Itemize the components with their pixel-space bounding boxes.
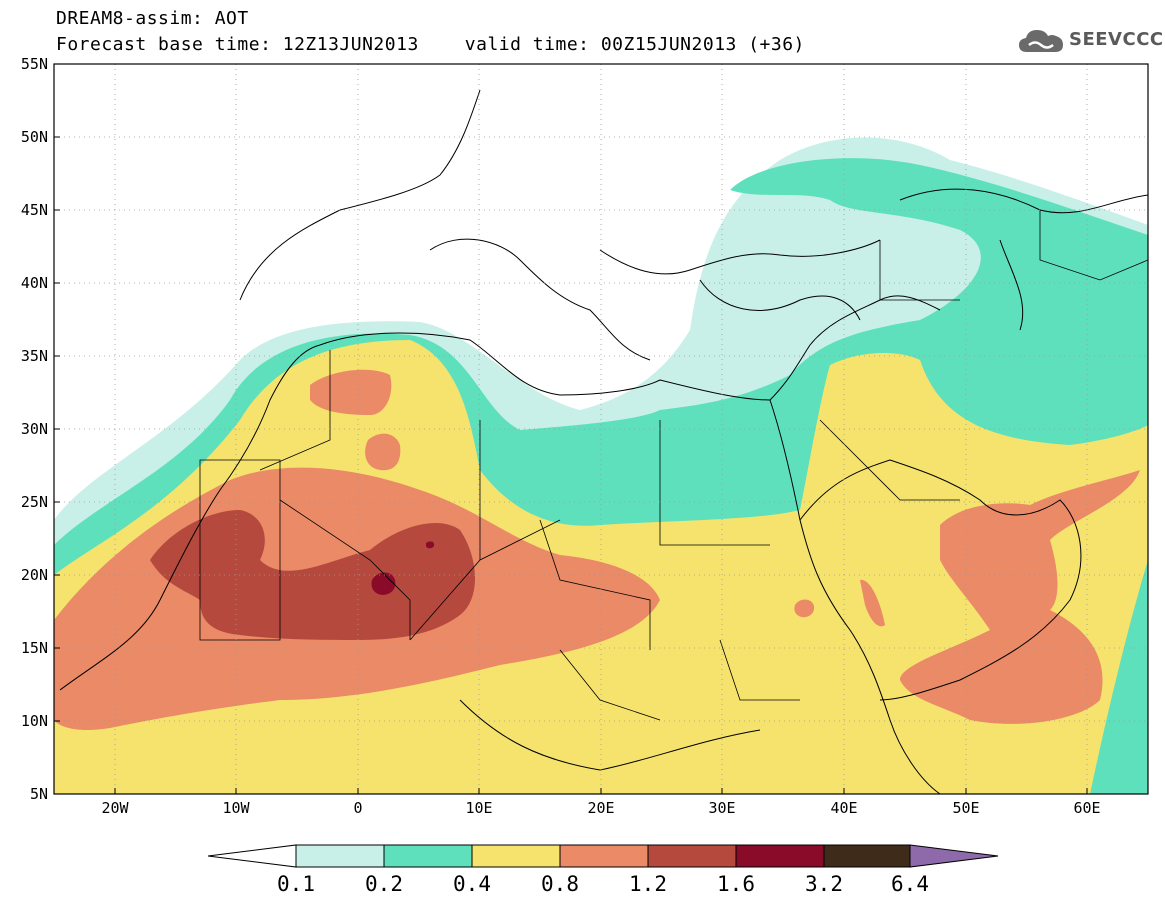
lon-label: 10W: [222, 799, 250, 817]
colorbar-label: 0.2: [365, 872, 403, 896]
lat-label: 45N: [21, 201, 48, 219]
cloud-icon: [1019, 30, 1063, 52]
lat-label: 40N: [21, 274, 48, 292]
colorbar-swatch: [383, 844, 473, 868]
lon-label: 30E: [708, 799, 735, 817]
map-plot-area: [54, 64, 1148, 794]
colorbar-label: 0.1: [277, 872, 315, 896]
lon-label: 20W: [101, 799, 129, 817]
longitude-labels: 20W 10W 0 10E 20E 30E 40E 50E 60E: [101, 799, 1100, 817]
map-title: DREAM8-assim: AOT: [56, 8, 249, 29]
aot-contour-1.2: [150, 510, 475, 640]
aot-contour-0.8-chad: [567, 578, 591, 603]
colorbar-swatch: [559, 844, 649, 868]
colorbar-swatch: [295, 844, 385, 868]
lat-label: 50N: [21, 128, 48, 146]
aot-contour-0.8-sudan: [794, 599, 815, 618]
latitude-labels: 55N 50N 45N 40N 35N 30N 25N 20N 15N 10N …: [21, 55, 48, 803]
colorbar-label: 0.4: [453, 872, 491, 896]
valid-time: valid time: 00Z15JUN2013 (+36): [464, 34, 805, 55]
lon-label: 20E: [587, 799, 614, 817]
lon-label: 50E: [952, 799, 979, 817]
forecast-times: Forecast base time: 12Z13JUN2013 valid ti…: [56, 34, 805, 55]
colorbar-label: 0.8: [541, 872, 579, 896]
colorbar-swatch: [471, 844, 561, 868]
lat-label: 25N: [21, 493, 48, 511]
lon-label: 0: [353, 799, 362, 817]
coastlines: [59, 89, 1148, 794]
colorbar-label: 1.2: [629, 872, 667, 896]
country-borders: [199, 210, 1148, 721]
logo-text: SEEVCCC: [1069, 29, 1164, 50]
axis-ticks: [54, 136, 1088, 794]
lat-label: 35N: [21, 347, 48, 365]
colorbar-low-arrow: [207, 844, 297, 868]
colorbar-label: 3.2: [805, 872, 843, 896]
lat-label: 5N: [30, 785, 48, 803]
colorbar: [207, 844, 999, 868]
colorbar-high-arrow: [909, 844, 999, 868]
lat-label: 20N: [21, 566, 48, 584]
graticule: [54, 64, 1148, 794]
colorbar-label: 1.6: [717, 872, 755, 896]
colorbar-label: 6.4: [891, 872, 929, 896]
lat-label: 10N: [21, 712, 48, 730]
base-time: Forecast base time: 12Z13JUN2013: [56, 34, 419, 55]
seevccc-logo: SEEVCCC: [1017, 26, 1163, 56]
colorbar-labels: 0.1 0.2 0.4 0.8 1.2 1.6 3.2 6.4: [277, 872, 929, 896]
lon-label: 60E: [1073, 799, 1100, 817]
aot-contour-1.6: [371, 572, 396, 595]
aot-contour-0.8-algeria: [365, 433, 401, 471]
colorbar-swatch: [735, 844, 825, 868]
colorbar-swatch: [647, 844, 737, 868]
lon-label: 10E: [465, 799, 492, 817]
lon-label: 40E: [830, 799, 857, 817]
aot-contour-0.8-arabia: [900, 470, 1140, 724]
lat-label: 55N: [21, 55, 48, 73]
colorbar-swatch: [823, 844, 911, 868]
lat-label: 15N: [21, 639, 48, 657]
aot-contour-1.6-small: [426, 541, 435, 549]
lat-label: 30N: [21, 420, 48, 438]
aot-contour-0.8-eritrea: [860, 579, 885, 627]
